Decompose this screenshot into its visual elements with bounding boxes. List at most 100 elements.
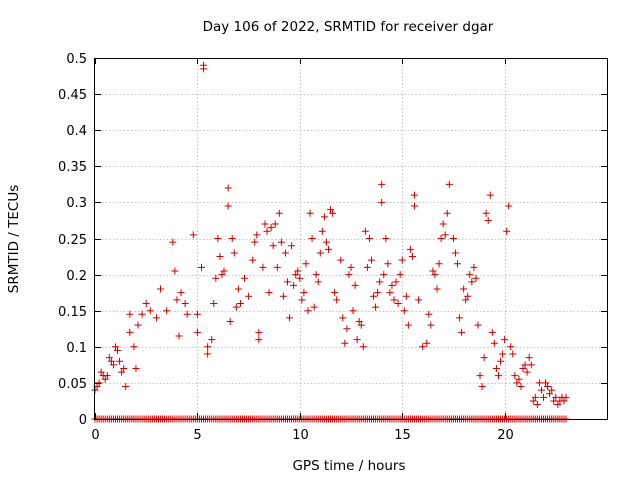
data-point xyxy=(468,278,476,286)
data-point xyxy=(527,361,535,369)
data-point xyxy=(142,299,150,307)
data-point xyxy=(118,368,126,376)
data-point xyxy=(363,263,371,271)
data-point xyxy=(384,260,392,268)
data-point xyxy=(359,343,367,351)
data-point xyxy=(304,307,312,315)
data-point xyxy=(529,397,537,405)
data-point xyxy=(107,357,115,365)
x-tick-label: 5 xyxy=(193,428,201,443)
data-point xyxy=(396,271,404,279)
data-point xyxy=(554,401,562,409)
data-point xyxy=(376,278,384,286)
data-point xyxy=(474,321,482,329)
data-point xyxy=(177,289,185,297)
data-point xyxy=(130,343,138,351)
data-point xyxy=(290,281,298,289)
data-point xyxy=(265,289,273,297)
chart-title: Day 106 of 2022, SRMTID for receiver dga… xyxy=(203,19,494,35)
data-point xyxy=(230,249,238,257)
data-point xyxy=(472,274,480,282)
data-point xyxy=(271,220,279,228)
data-point xyxy=(521,361,529,369)
data-point xyxy=(292,271,300,279)
data-point xyxy=(370,292,378,300)
data-point xyxy=(515,375,523,383)
data-point xyxy=(337,256,345,264)
data-point xyxy=(241,274,249,282)
data-point xyxy=(404,321,412,329)
x-tick-label: 0 xyxy=(91,428,99,443)
data-point xyxy=(173,296,181,304)
data-point xyxy=(406,245,414,253)
data-point xyxy=(429,267,437,275)
data-point xyxy=(120,364,128,372)
data-point xyxy=(95,379,103,387)
data-point xyxy=(200,65,208,73)
data-point xyxy=(402,292,410,300)
data-point xyxy=(400,307,408,315)
data-point xyxy=(306,209,314,217)
data-point xyxy=(169,238,177,246)
data-point xyxy=(466,271,474,279)
data-point xyxy=(333,296,341,304)
data-point xyxy=(478,383,486,391)
data-point xyxy=(535,379,543,387)
data-point xyxy=(433,285,441,293)
data-point xyxy=(484,216,492,224)
data-point xyxy=(310,303,318,311)
data-point xyxy=(490,339,498,347)
data-point xyxy=(353,336,361,344)
data-point xyxy=(349,307,357,315)
grid xyxy=(95,58,607,419)
data-point xyxy=(308,235,316,242)
data-point xyxy=(294,267,302,275)
data-point xyxy=(329,209,337,217)
y-axis-label: SRMTID / TECUs xyxy=(6,185,22,293)
data-point xyxy=(380,271,388,279)
data-point xyxy=(111,343,119,351)
data-point xyxy=(365,235,373,242)
data-point xyxy=(208,336,216,344)
data-point xyxy=(138,310,146,318)
data-point xyxy=(347,263,355,271)
x-axis-label: GPS time / hours xyxy=(292,458,405,474)
data-point xyxy=(431,271,439,279)
data-point xyxy=(382,235,390,242)
data-point xyxy=(234,285,242,293)
data-point xyxy=(458,328,466,336)
data-point xyxy=(281,249,289,257)
data-point xyxy=(320,213,328,221)
data-point xyxy=(449,235,457,242)
data-point xyxy=(126,328,134,336)
data-point xyxy=(488,328,496,336)
data-point xyxy=(316,249,324,257)
plot-frame xyxy=(94,58,608,420)
data-point xyxy=(390,296,398,304)
data-point xyxy=(116,357,124,365)
data-point xyxy=(322,238,330,246)
y-tick-label: 0.4 xyxy=(66,124,87,139)
data-point xyxy=(355,318,363,326)
data-point xyxy=(339,314,347,322)
data-point xyxy=(523,368,531,376)
y-tick-label: 0.35 xyxy=(58,160,87,175)
data-point xyxy=(228,235,236,242)
data-point xyxy=(216,253,224,261)
data-point xyxy=(423,339,431,347)
data-point xyxy=(103,372,111,380)
data-point xyxy=(378,180,386,188)
data-point xyxy=(300,289,308,297)
data-point xyxy=(197,263,205,271)
data-point xyxy=(546,390,554,398)
data-point xyxy=(267,224,275,232)
data-point xyxy=(507,343,515,351)
data-point xyxy=(224,184,232,192)
data-point xyxy=(251,238,259,246)
data-point xyxy=(204,350,212,358)
y-tick-label: 0.2 xyxy=(66,269,87,284)
data-point xyxy=(218,271,226,279)
data-point xyxy=(175,332,183,340)
x-tick-label: 15 xyxy=(394,428,411,443)
y-tick-label: 0.45 xyxy=(58,88,87,103)
